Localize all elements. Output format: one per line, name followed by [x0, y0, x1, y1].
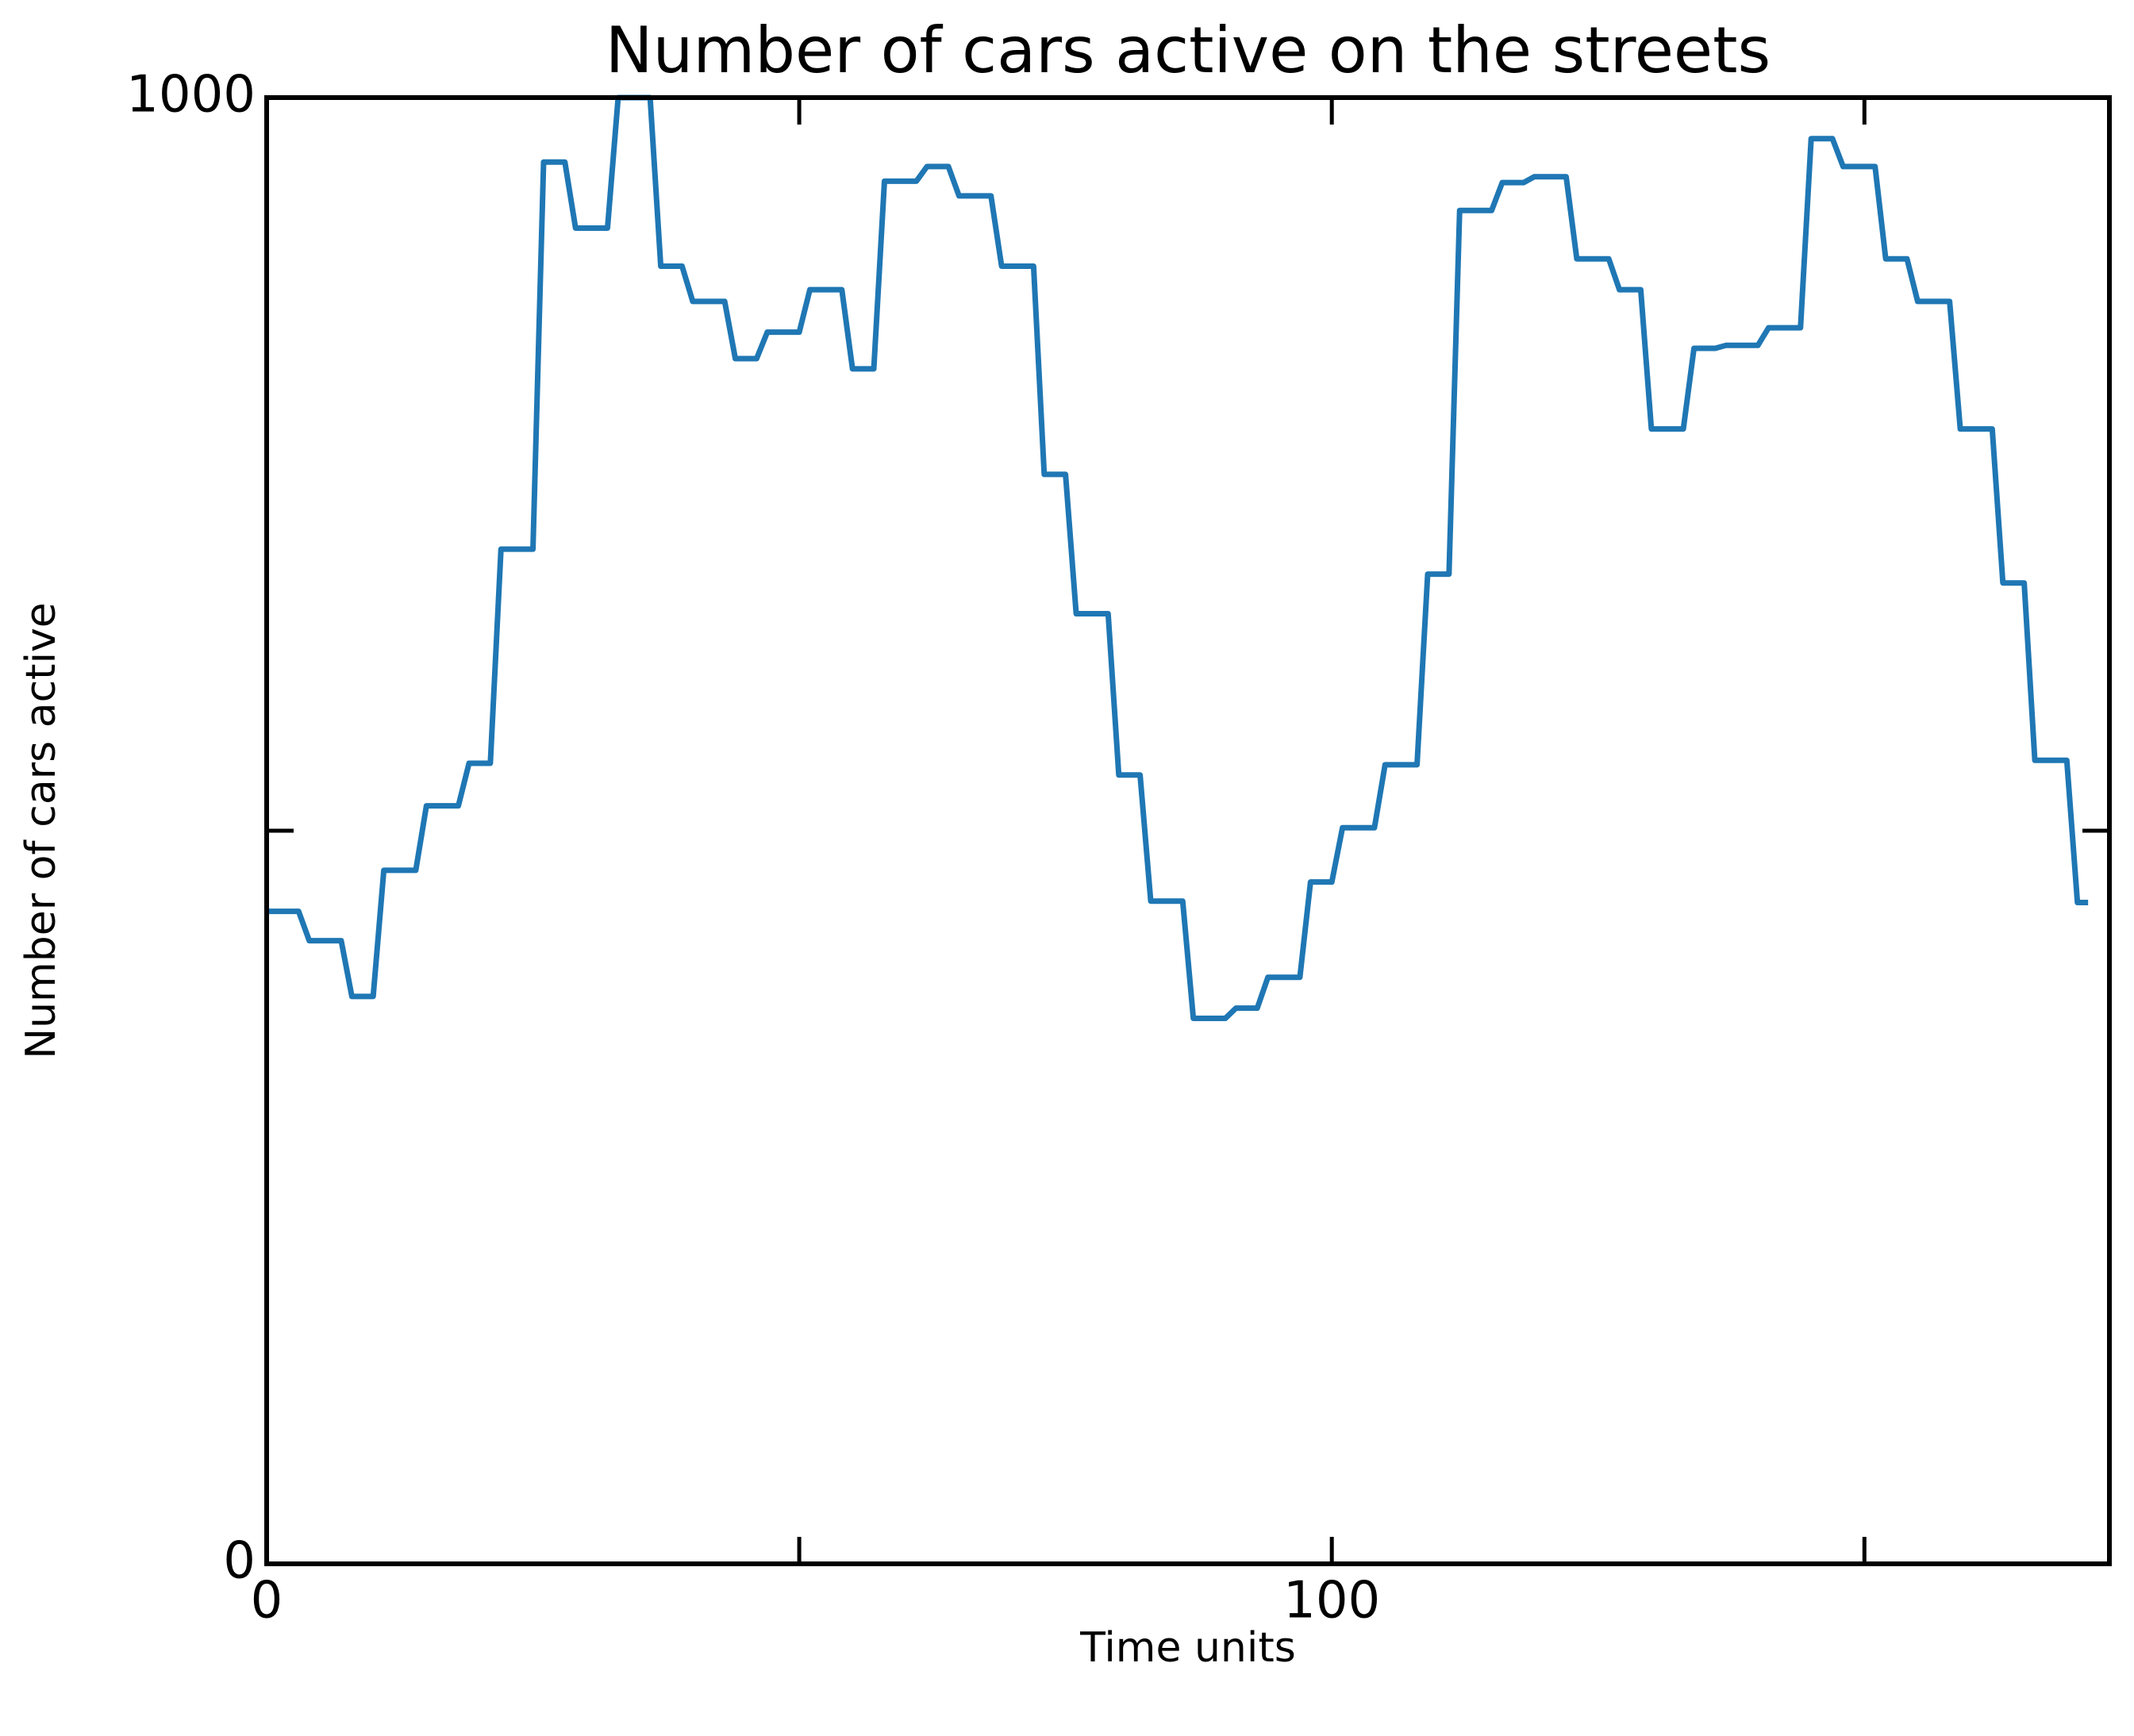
- chart-title: Number of cars active on the streets: [606, 13, 1771, 87]
- plot-frame: [264, 95, 2112, 1566]
- x-tick-label: 0: [251, 1572, 283, 1630]
- y-tick-label: 1000: [126, 66, 256, 125]
- y-tick-label: 0: [223, 1532, 256, 1591]
- x-axis-label: Time units: [1079, 1624, 1296, 1672]
- y-axis-label: Number of cars active: [17, 602, 65, 1059]
- x-tick-label: 100: [1283, 1572, 1380, 1630]
- data-line: [267, 94, 2089, 1022]
